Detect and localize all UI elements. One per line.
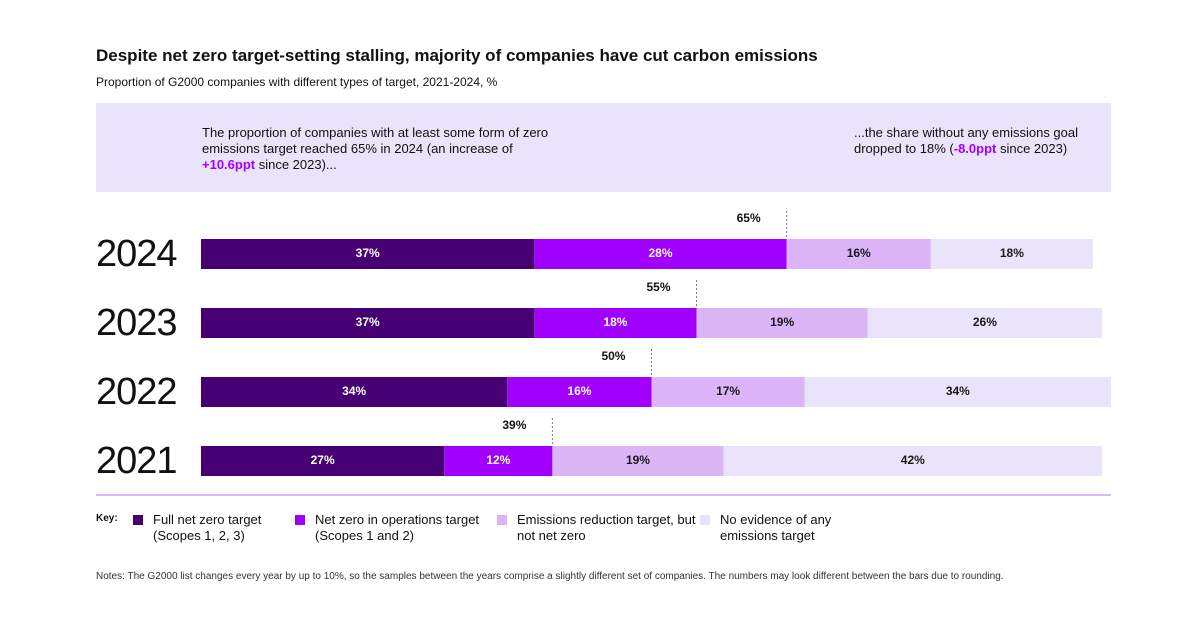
value-label: 34%	[342, 384, 366, 398]
value-label: 27%	[311, 453, 335, 467]
legend-swatch	[133, 515, 143, 525]
bar-segment	[786, 239, 931, 269]
bar-segment	[201, 239, 535, 269]
note: Notes: The G2000 list changes every year…	[96, 571, 1004, 582]
value-label: 19%	[626, 453, 650, 467]
y-category-label: 2022	[96, 371, 177, 413]
legend-label: No evidence of any emissions target	[720, 512, 832, 543]
legend-swatch	[700, 515, 710, 525]
value-label: 28%	[648, 246, 672, 260]
bar-segment	[552, 446, 724, 476]
y-category-label: 2023	[96, 302, 177, 344]
bar-segment	[201, 446, 445, 476]
bar-segment	[804, 377, 1111, 407]
value-label: 26%	[973, 315, 997, 329]
value-label: 37%	[356, 315, 380, 329]
callout-highlight: +10.6ppt	[202, 157, 256, 172]
total-label: 50%	[601, 349, 625, 363]
y-category-label: 2021	[96, 440, 177, 482]
total-label: 39%	[502, 418, 526, 432]
callout-highlight: -8.0ppt	[953, 141, 997, 156]
bar-segment	[534, 308, 697, 338]
bar-segment	[696, 308, 868, 338]
legend-swatch	[295, 515, 305, 525]
bar-segment	[507, 377, 652, 407]
value-label: 18%	[1000, 246, 1024, 260]
legend-swatch	[497, 515, 507, 525]
bar-segment	[201, 308, 535, 338]
callout-right: ...the share without any emissions goal …	[854, 125, 1094, 157]
bar-segment	[867, 308, 1102, 338]
value-label: 16%	[567, 384, 591, 398]
legend-label: Full net zero target (Scopes 1, 2, 3)	[153, 512, 262, 543]
callout-text: The proportion of companies with at leas…	[202, 125, 549, 156]
y-category-label: 2024	[96, 233, 177, 275]
bar-segment	[201, 377, 508, 407]
value-label: 12%	[486, 453, 510, 467]
value-label: 17%	[716, 384, 740, 398]
callout-text: ...the share without any emissions goal …	[854, 125, 1079, 156]
legend-label: Emissions reduction target, but not net …	[517, 512, 696, 543]
bar-segment	[534, 239, 787, 269]
legend-label: Net zero in operations target (Scopes 1 …	[315, 512, 480, 543]
value-label: 16%	[847, 246, 871, 260]
total-label: 65%	[737, 211, 761, 225]
value-label: 19%	[770, 315, 794, 329]
chart-title: Despite net zero target-setting stalling…	[96, 46, 818, 65]
value-label: 18%	[603, 315, 627, 329]
total-label: 55%	[647, 280, 671, 294]
callout-text: since 2023)...	[255, 157, 337, 172]
callout-left: The proportion of companies with at leas…	[202, 125, 552, 173]
callout-box: The proportion of companies with at leas…	[96, 103, 1111, 192]
value-label: 37%	[356, 246, 380, 260]
bar-segment	[723, 446, 1102, 476]
callout-text: since 2023)	[996, 141, 1068, 156]
chart-subtitle: Proportion of G2000 companies with diffe…	[96, 75, 498, 89]
value-label: 42%	[901, 453, 925, 467]
bar-segment	[930, 239, 1093, 269]
legend-title: Key:	[96, 513, 118, 524]
bar-segment	[651, 377, 805, 407]
bar-segment	[444, 446, 553, 476]
value-label: 34%	[946, 384, 970, 398]
